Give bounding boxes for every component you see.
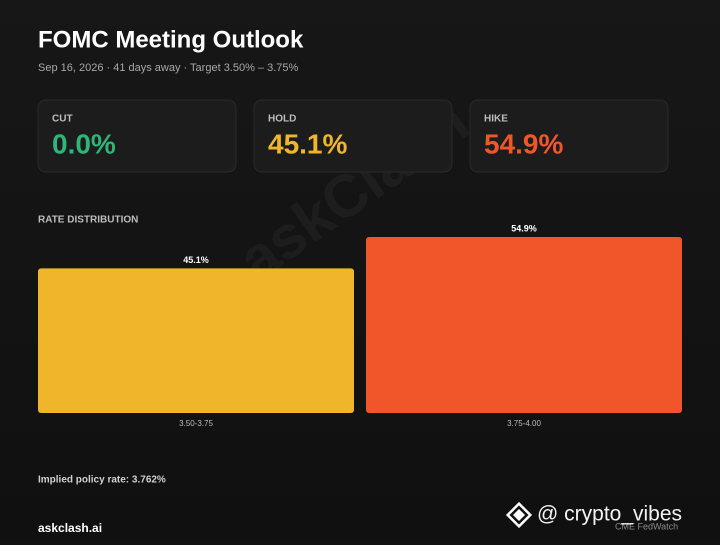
value-label: 45.1% xyxy=(183,255,209,265)
card-box xyxy=(37,99,237,173)
handle: @ crypto_vibes xyxy=(537,503,682,526)
card: CUT 0.0% xyxy=(37,99,237,173)
bar xyxy=(38,268,354,413)
implied-rate: Implied policy rate: 3.762% xyxy=(38,475,166,486)
brand: askclash.ai xyxy=(38,521,102,535)
card-value: 45.1% xyxy=(268,128,347,159)
card: HOLD 45.1% xyxy=(253,99,453,173)
value-label: 54.9% xyxy=(511,223,537,233)
x-tick-label: 3.50-3.75 xyxy=(179,419,213,428)
card-box xyxy=(253,99,453,173)
chart-title: RATE DISTRIBUTION xyxy=(38,215,138,226)
logo xyxy=(505,501,533,529)
plot: 45.1% 3.50-3.75 54.9% 3.75-4.00 xyxy=(38,223,682,428)
handle-watermark: @ crypto_vibes xyxy=(505,501,682,529)
x-tick-label: 3.75-4.00 xyxy=(507,419,541,428)
bar xyxy=(366,237,682,413)
source: CME FedWatch xyxy=(615,521,678,531)
card-box xyxy=(469,99,669,173)
title: FOMC Meeting Outlook xyxy=(38,26,304,53)
card: HIKE 54.9% xyxy=(469,99,669,173)
card-value: 0.0% xyxy=(52,128,116,159)
card-label: CUT xyxy=(52,114,73,125)
card-value: 54.9% xyxy=(484,128,563,159)
card-label: HIKE xyxy=(484,114,508,125)
card-label: HOLD xyxy=(268,114,296,125)
subtitle: Sep 16, 2026 · 41 days away · Target 3.5… xyxy=(38,62,299,74)
